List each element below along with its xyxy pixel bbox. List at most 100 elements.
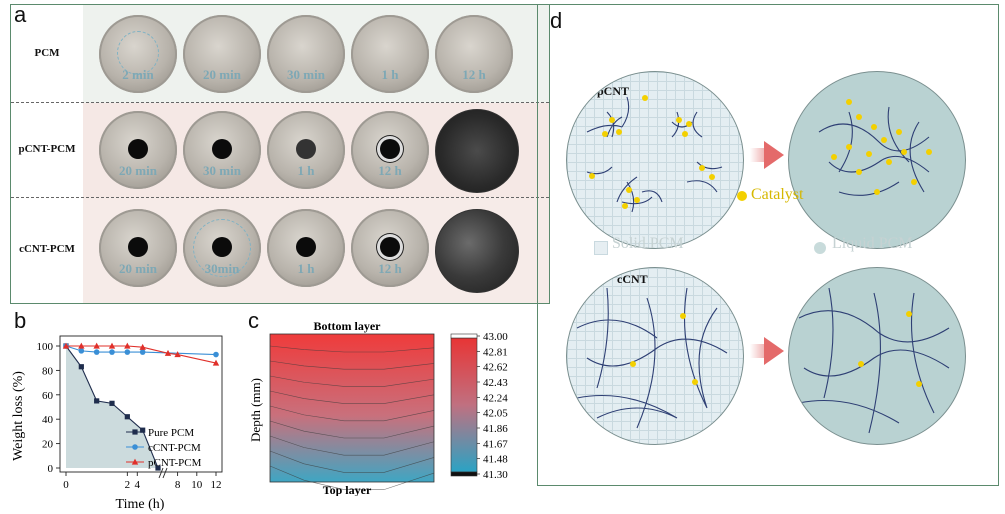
panel-b-label: b bbox=[14, 308, 27, 333]
colorbar-tick-label: 42.81 bbox=[483, 346, 508, 358]
zoom-inset-ccnt bbox=[435, 209, 519, 293]
data-point bbox=[108, 342, 116, 349]
colorbar-cap-top bbox=[450, 333, 478, 339]
heatmap-field bbox=[269, 333, 435, 483]
x-tick-label: 12 bbox=[211, 479, 222, 491]
data-point bbox=[212, 359, 220, 366]
contour-line bbox=[269, 345, 435, 353]
colorbar-tick-label: 42.05 bbox=[483, 408, 508, 420]
time-label: 2 min bbox=[122, 67, 154, 82]
cnt-sample bbox=[380, 237, 400, 257]
y-tick-label: 20 bbox=[42, 439, 54, 451]
dish-pcm-2min: 2 min bbox=[99, 15, 177, 93]
ccnt-fibers bbox=[576, 287, 728, 429]
time-label: 20 min bbox=[203, 67, 241, 82]
x-tick-label: 10 bbox=[191, 479, 203, 491]
x-tick-label: 4 bbox=[135, 479, 141, 491]
data-point bbox=[213, 351, 219, 358]
solid-pcm-label: Solid PCM bbox=[612, 235, 684, 252]
cnt-sample bbox=[128, 139, 148, 159]
y-tick-label: 40 bbox=[42, 414, 54, 426]
colorbar-ticks: 43.00 42.81 42.62 42.43 42.24 42.05 41.86 41.67… bbox=[450, 331, 508, 481]
chart-b-axes: 0 20 40 60 80 100 0 2 4 8 10 12 bbox=[37, 335, 223, 491]
weight-loss-chart: 0 20 40 60 80 100 0 2 4 8 10 12 Weight loss (%) Tim… bbox=[11, 335, 223, 512]
x-axis-label: Time (h) bbox=[116, 497, 165, 512]
catalyst-label: Catalyst bbox=[751, 186, 804, 203]
heatmap-bottom-title: Top layer bbox=[323, 483, 372, 496]
colorbar-tick-label: 42.62 bbox=[483, 362, 508, 374]
panel-c-label: c bbox=[248, 308, 259, 333]
legend-label: cCNT-PCM bbox=[148, 442, 201, 454]
plot-frame bbox=[59, 335, 223, 473]
legend-label: pCNT-PCM bbox=[148, 457, 202, 469]
colorbar bbox=[450, 337, 478, 473]
heatmap-contours bbox=[269, 345, 435, 490]
colorbar-tick-label: 41.30 bbox=[483, 469, 508, 481]
data-point bbox=[164, 349, 172, 356]
dish-pcm-20min: 20 min bbox=[183, 15, 261, 93]
data-point bbox=[93, 342, 100, 349]
cnt-sample bbox=[380, 139, 400, 159]
liquid-pcm-ccnt-circle bbox=[788, 267, 966, 445]
solid-pcm-legend-swatch bbox=[594, 241, 608, 255]
data-point bbox=[109, 349, 115, 355]
cnt-sample bbox=[296, 237, 316, 257]
contour-line bbox=[269, 375, 435, 387]
colorbar-tick-label: 42.43 bbox=[483, 377, 508, 389]
data-point bbox=[139, 343, 146, 350]
time-label: 1 h bbox=[297, 261, 315, 276]
panel-d-schematic: pCNT bbox=[537, 4, 999, 486]
time-label: 30 min bbox=[203, 163, 241, 178]
contour-line bbox=[269, 420, 435, 439]
ccnt-label: cCNT bbox=[617, 272, 648, 286]
time-label: 30min bbox=[204, 261, 240, 276]
heatmap-top-title: Bottom layer bbox=[314, 319, 382, 333]
data-point bbox=[124, 414, 130, 420]
arrow-tail-bottom bbox=[750, 344, 764, 358]
legend-marker bbox=[132, 444, 138, 450]
y-tick-label: 0 bbox=[48, 463, 54, 475]
cnt-sample bbox=[212, 139, 232, 159]
colorbar-tick-label: 41.86 bbox=[483, 423, 508, 435]
colorbar-tick-label: 41.67 bbox=[483, 438, 508, 450]
y-tick-label: 100 bbox=[37, 341, 54, 353]
pcnt-label: pCNT bbox=[597, 84, 630, 98]
panel-a-label: a bbox=[14, 2, 27, 27]
cnt-sample bbox=[128, 237, 148, 257]
data-point bbox=[155, 465, 161, 471]
dish-pcnt-12h: 12 h bbox=[351, 111, 429, 189]
x-tick-label: 0 bbox=[63, 479, 69, 491]
pcnt-liquid-fibers bbox=[818, 99, 932, 196]
panel-d-label: d bbox=[550, 8, 563, 33]
series-ccnt-pcm bbox=[63, 343, 219, 358]
data-point bbox=[174, 351, 181, 358]
solid-pcm-pcnt-circle: pCNT bbox=[566, 71, 744, 249]
data-point bbox=[93, 349, 100, 355]
panel-a-photo-grid: PCM pCNT-PCM cCNT-PCM 2 min 20 min 30 mi… bbox=[10, 4, 550, 304]
time-label: 1 h bbox=[381, 67, 399, 82]
data-point bbox=[109, 400, 115, 406]
catalyst-legend-dot bbox=[737, 191, 747, 201]
dish-pcnt-30min: 30 min bbox=[183, 111, 261, 189]
colorbar-tick-label: 43.00 bbox=[483, 331, 508, 343]
dish-ccnt-1h: 1 h bbox=[267, 209, 345, 287]
data-point bbox=[124, 349, 131, 355]
cnt-sample bbox=[296, 139, 316, 159]
time-label: 12 h bbox=[462, 67, 486, 82]
contour-line bbox=[269, 450, 435, 473]
contour-line bbox=[269, 405, 435, 422]
dish-pcm-30min: 30 min bbox=[267, 15, 345, 93]
contour-line bbox=[269, 465, 435, 490]
x-tick-label: 8 bbox=[175, 479, 181, 491]
data-point bbox=[139, 349, 146, 355]
y-tick-label: 60 bbox=[42, 390, 54, 402]
colorbar-cap-bottom bbox=[450, 471, 478, 477]
dish-pcnt-20min: 20 min bbox=[99, 111, 177, 189]
dish-pcm-1h: 1 h bbox=[351, 15, 429, 93]
row-label-ccnt-pcm: cCNT-PCM bbox=[19, 243, 75, 255]
y-axis-label: Weight loss (%) bbox=[11, 371, 26, 461]
time-label: 12 h bbox=[378, 261, 402, 276]
zoom-inset-pcnt bbox=[435, 109, 519, 193]
y-tick-label: 80 bbox=[42, 365, 54, 377]
data-point bbox=[78, 348, 85, 354]
